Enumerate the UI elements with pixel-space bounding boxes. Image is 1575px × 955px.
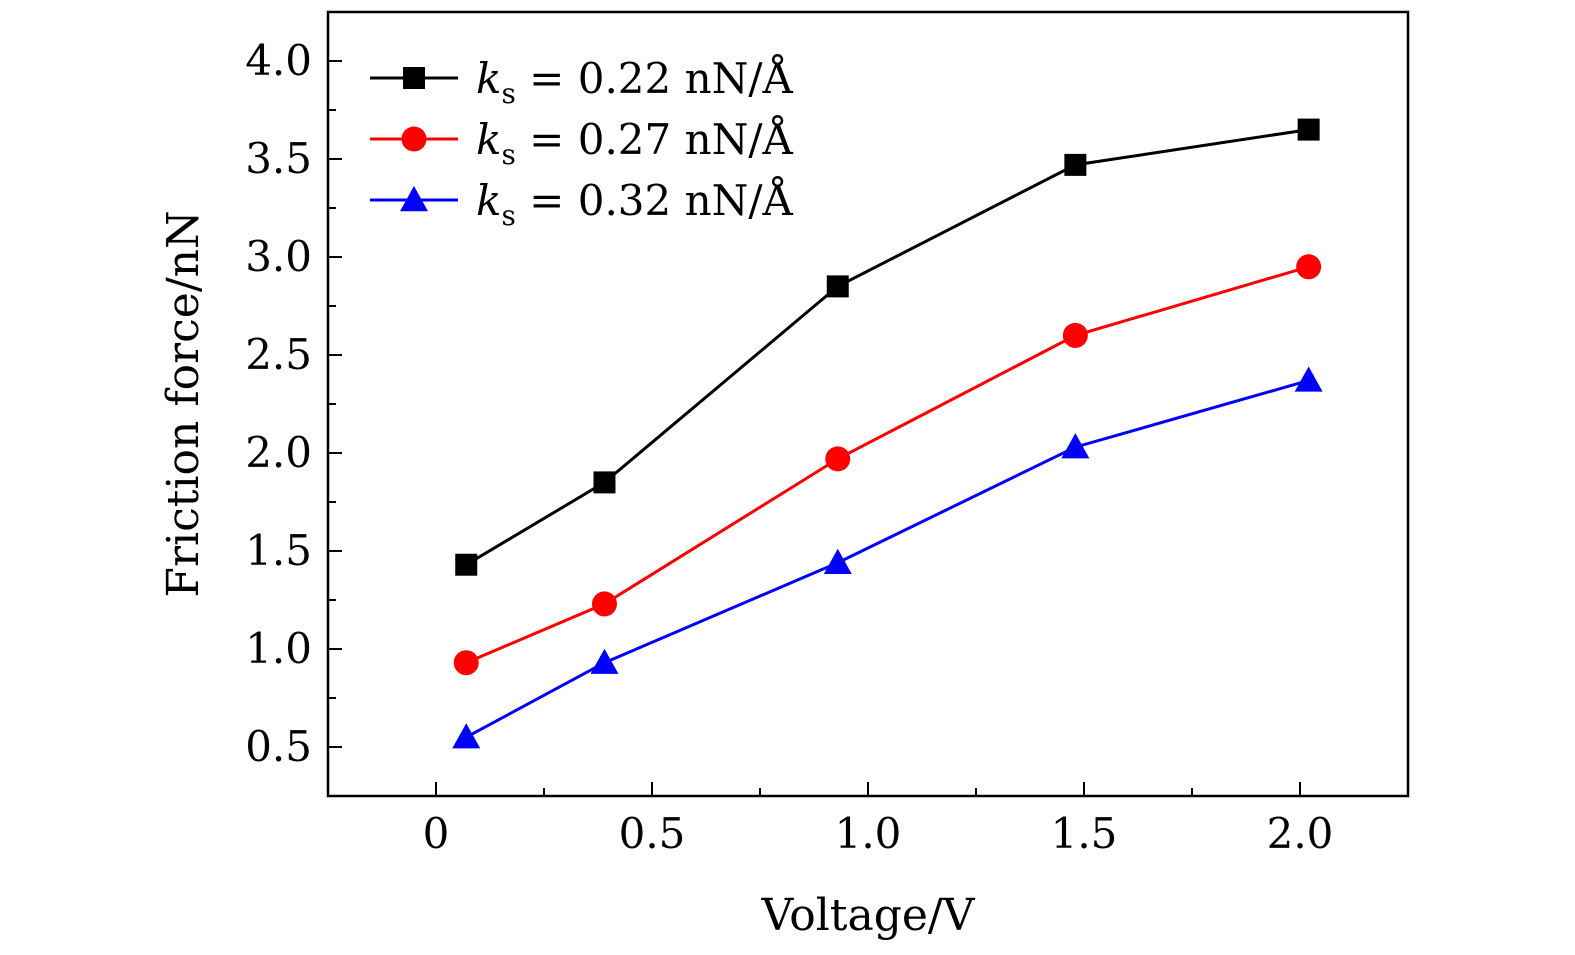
x-tick-label: 0.5 [619, 809, 686, 858]
y-tick-label: 1.0 [245, 624, 312, 673]
data-point [593, 471, 616, 494]
legend-marker [401, 126, 427, 152]
y-tick-label: 2.0 [245, 428, 312, 477]
legend-value: = 0.27 nN/Å [516, 114, 794, 164]
y-tick-label: 3.0 [245, 232, 312, 281]
data-point [590, 648, 619, 674]
legend-label: ks = 0.27 nN/Å [476, 114, 794, 171]
axis-ticks: 0 0.5 1.0 1.5 2.0 0.5 1.0 1.5 2.0 2.5 3.0 3.5 4.0 [245, 36, 1333, 858]
legend: ks = 0.22 nN/Åks = 0.27 nN/Åks = 0.32 nN… [370, 53, 794, 232]
legend-value: = 0.22 nN/Å [516, 53, 794, 103]
series-1 [455, 118, 1320, 576]
legend-subscript: s [501, 199, 515, 232]
legend-marker [403, 67, 425, 89]
legend-symbol: k [476, 176, 501, 225]
legend-item: ks = 0.27 nN/Å [370, 114, 794, 171]
data-point [591, 591, 617, 617]
legend-item: ks = 0.22 nN/Å [370, 53, 794, 110]
y-tick-label: 2.5 [245, 330, 312, 379]
data-point [1061, 433, 1090, 459]
data-point [826, 275, 849, 298]
y-axis-label: Friction force/nN [158, 211, 209, 598]
data-point [1062, 322, 1088, 348]
series-2 [453, 254, 1322, 676]
series-3 [452, 366, 1323, 749]
y-tick-label: 1.5 [245, 526, 312, 575]
y-tick-label: 0.5 [245, 722, 312, 771]
data-point [1297, 118, 1320, 141]
legend-value: = 0.32 nN/Å [516, 175, 794, 225]
x-tick-label: 2.0 [1267, 809, 1334, 858]
legend-symbol: k [476, 115, 501, 164]
legend-marker [400, 186, 428, 212]
data-point [453, 650, 479, 676]
x-tick-label: 1.5 [1051, 809, 1118, 858]
legend-symbol: k [476, 54, 501, 103]
legend-label: ks = 0.22 nN/Å [476, 53, 794, 110]
data-point [1064, 153, 1087, 176]
x-tick-label: 1.0 [835, 809, 902, 858]
x-axis-label: Voltage/V [760, 890, 975, 941]
x-tick-label: 0 [423, 809, 450, 858]
y-tick-label: 4.0 [245, 36, 312, 85]
data-point [455, 553, 478, 576]
series-group [452, 118, 1323, 749]
legend-label: ks = 0.32 nN/Å [476, 175, 794, 232]
data-point [823, 548, 852, 574]
legend-item: ks = 0.32 nN/Å [370, 175, 794, 232]
legend-subscript: s [501, 77, 515, 110]
data-point [825, 446, 851, 472]
data-point [452, 723, 481, 749]
data-point [1294, 366, 1323, 392]
y-tick-label: 3.5 [245, 134, 312, 183]
legend-subscript: s [501, 138, 515, 171]
data-point [1296, 254, 1322, 280]
